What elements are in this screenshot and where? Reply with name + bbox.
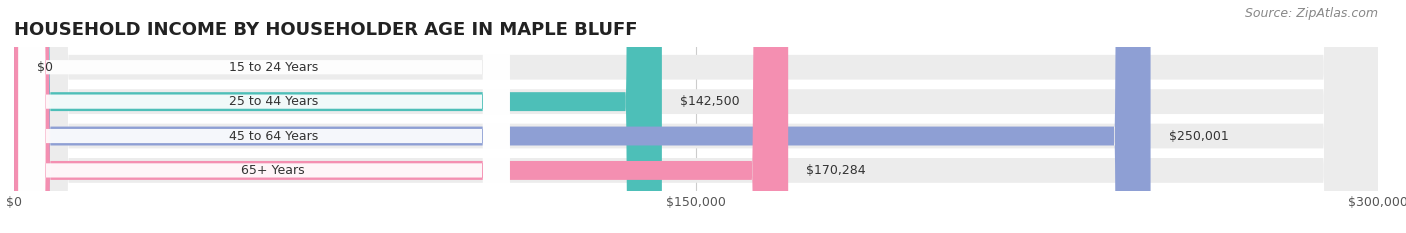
Text: $0: $0 bbox=[37, 61, 53, 74]
FancyBboxPatch shape bbox=[14, 0, 1378, 233]
FancyBboxPatch shape bbox=[14, 0, 1378, 233]
Text: 45 to 64 Years: 45 to 64 Years bbox=[229, 130, 318, 143]
Text: HOUSEHOLD INCOME BY HOUSEHOLDER AGE IN MAPLE BLUFF: HOUSEHOLD INCOME BY HOUSEHOLDER AGE IN M… bbox=[14, 21, 637, 39]
FancyBboxPatch shape bbox=[18, 0, 509, 233]
Text: 65+ Years: 65+ Years bbox=[242, 164, 305, 177]
FancyBboxPatch shape bbox=[14, 0, 789, 233]
Text: $250,001: $250,001 bbox=[1168, 130, 1229, 143]
FancyBboxPatch shape bbox=[14, 0, 1378, 233]
FancyBboxPatch shape bbox=[18, 0, 509, 233]
FancyBboxPatch shape bbox=[14, 0, 1378, 233]
FancyBboxPatch shape bbox=[18, 0, 509, 233]
Text: $170,284: $170,284 bbox=[807, 164, 866, 177]
FancyBboxPatch shape bbox=[14, 0, 1150, 233]
Text: 25 to 44 Years: 25 to 44 Years bbox=[229, 95, 318, 108]
Text: Source: ZipAtlas.com: Source: ZipAtlas.com bbox=[1244, 7, 1378, 20]
Text: 15 to 24 Years: 15 to 24 Years bbox=[229, 61, 318, 74]
FancyBboxPatch shape bbox=[18, 0, 509, 233]
Text: $142,500: $142,500 bbox=[681, 95, 740, 108]
FancyBboxPatch shape bbox=[14, 0, 662, 233]
